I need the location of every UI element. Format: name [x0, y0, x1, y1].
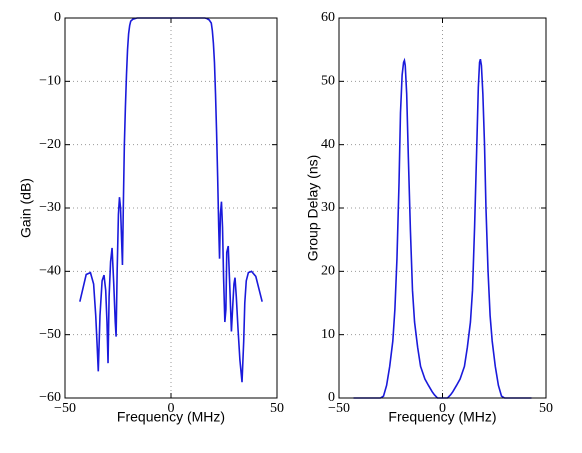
- x-axis-label: Frequency (MHz): [117, 409, 225, 425]
- data-line: [79, 17, 263, 383]
- y-tick-label: −40: [39, 264, 61, 279]
- x-tick-label: −50: [328, 401, 350, 416]
- x-tick-label: 50: [270, 401, 284, 416]
- plot-frame: [338, 17, 547, 399]
- y-tick-label: 0: [54, 10, 61, 25]
- y-tick-label: 50: [321, 74, 335, 89]
- x-tick-label: −50: [54, 401, 76, 416]
- y-tick-label: 20: [321, 264, 335, 279]
- y-tick-label: −60: [39, 390, 61, 405]
- x-tick-label: 0: [168, 401, 175, 416]
- y-axis-label: Group Delay (ns): [305, 155, 321, 262]
- x-tick-label: 50: [539, 401, 553, 416]
- y-tick-label: 30: [321, 200, 335, 215]
- y-tick-label: 10: [321, 327, 335, 342]
- x-axis-label: Frequency (MHz): [388, 409, 496, 425]
- x-tick-label: 0: [439, 401, 446, 416]
- y-tick-label: −10: [39, 74, 61, 89]
- y-tick-label: 0: [328, 390, 335, 405]
- y-tick-label: −50: [39, 327, 61, 342]
- y-axis-label: Gain (dB): [18, 178, 34, 238]
- plot-frame: [64, 17, 278, 399]
- y-tick-label: 60: [321, 10, 335, 25]
- y-tick-label: −30: [39, 200, 61, 215]
- y-tick-label: 40: [321, 137, 335, 152]
- y-tick-label: −20: [39, 137, 61, 152]
- data-line: [353, 57, 532, 399]
